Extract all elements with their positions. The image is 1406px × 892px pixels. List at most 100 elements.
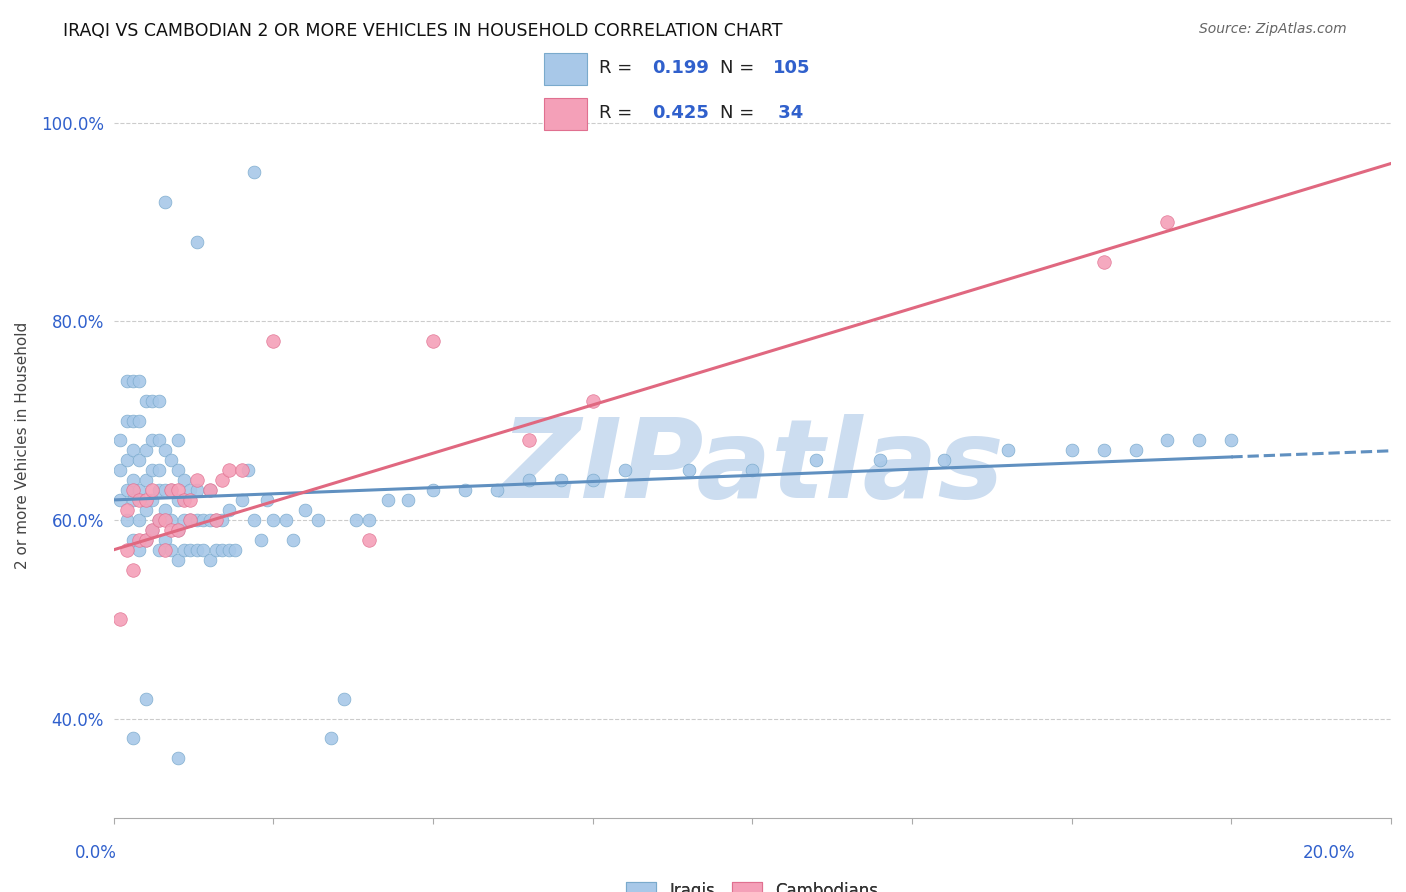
- Point: [218, 503, 240, 517]
- Text: ZIPatlas: ZIPatlas: [501, 414, 1004, 521]
- Point: [166, 463, 188, 477]
- Point: [160, 542, 183, 557]
- Point: [997, 443, 1019, 458]
- Point: [422, 334, 444, 348]
- Point: [179, 513, 201, 527]
- Point: [193, 542, 215, 557]
- Point: [160, 523, 183, 537]
- Point: [231, 463, 253, 477]
- Point: [153, 483, 176, 497]
- Point: [319, 731, 342, 746]
- Text: R =: R =: [599, 60, 638, 78]
- Point: [122, 473, 145, 487]
- Point: [115, 513, 138, 527]
- Point: [141, 483, 163, 497]
- Legend: Iraqis, Cambodians: Iraqis, Cambodians: [620, 875, 886, 892]
- Point: [122, 374, 145, 388]
- Text: N =: N =: [720, 60, 759, 78]
- Point: [122, 493, 145, 508]
- Point: [1220, 434, 1243, 448]
- Point: [141, 523, 163, 537]
- Point: [422, 483, 444, 497]
- Point: [517, 473, 540, 487]
- Point: [249, 533, 271, 547]
- Text: R =: R =: [599, 104, 638, 122]
- Point: [141, 523, 163, 537]
- FancyBboxPatch shape: [544, 53, 586, 85]
- Point: [153, 443, 176, 458]
- Point: [128, 542, 150, 557]
- Point: [179, 513, 201, 527]
- Point: [135, 533, 157, 547]
- Y-axis label: 2 or more Vehicles in Household: 2 or more Vehicles in Household: [15, 322, 30, 569]
- Point: [122, 563, 145, 577]
- Point: [141, 493, 163, 508]
- Point: [179, 493, 201, 508]
- Point: [205, 513, 228, 527]
- Point: [869, 453, 891, 467]
- Point: [186, 542, 208, 557]
- Point: [135, 493, 157, 508]
- Point: [359, 533, 381, 547]
- Point: [1156, 215, 1178, 229]
- Point: [122, 443, 145, 458]
- Point: [276, 513, 298, 527]
- Point: [128, 483, 150, 497]
- Text: 0.0%: 0.0%: [75, 844, 117, 862]
- Point: [160, 483, 183, 497]
- Point: [550, 473, 572, 487]
- Point: [160, 453, 183, 467]
- Point: [153, 195, 176, 210]
- Text: 20.0%: 20.0%: [1302, 844, 1355, 862]
- Point: [307, 513, 329, 527]
- Point: [243, 513, 266, 527]
- Point: [243, 165, 266, 179]
- Text: N =: N =: [720, 104, 759, 122]
- Point: [179, 483, 201, 497]
- Point: [110, 463, 132, 477]
- Point: [141, 393, 163, 408]
- Point: [231, 493, 253, 508]
- Point: [122, 731, 145, 746]
- Point: [135, 473, 157, 487]
- Point: [110, 434, 132, 448]
- Point: [236, 463, 259, 477]
- Point: [1188, 434, 1211, 448]
- Point: [115, 453, 138, 467]
- Point: [166, 434, 188, 448]
- Text: 105: 105: [772, 60, 810, 78]
- Point: [193, 513, 215, 527]
- Text: 0.425: 0.425: [652, 104, 709, 122]
- Point: [332, 691, 354, 706]
- Point: [166, 523, 188, 537]
- Point: [613, 463, 636, 477]
- Point: [256, 493, 278, 508]
- Point: [263, 513, 285, 527]
- Point: [517, 434, 540, 448]
- Point: [263, 334, 285, 348]
- Point: [932, 453, 955, 467]
- Point: [135, 443, 157, 458]
- Point: [205, 513, 228, 527]
- Point: [166, 552, 188, 566]
- Point: [294, 503, 316, 517]
- Text: 0.199: 0.199: [652, 60, 709, 78]
- Point: [115, 483, 138, 497]
- Point: [153, 533, 176, 547]
- Point: [211, 542, 233, 557]
- Point: [1092, 443, 1115, 458]
- Point: [166, 751, 188, 765]
- Point: [173, 473, 195, 487]
- Point: [153, 513, 176, 527]
- Point: [141, 463, 163, 477]
- Point: [678, 463, 700, 477]
- Point: [148, 513, 170, 527]
- Point: [198, 552, 221, 566]
- Point: [1092, 254, 1115, 268]
- Point: [148, 542, 170, 557]
- Point: [224, 542, 246, 557]
- Point: [128, 513, 150, 527]
- Point: [582, 473, 605, 487]
- Point: [741, 463, 763, 477]
- Point: [128, 493, 150, 508]
